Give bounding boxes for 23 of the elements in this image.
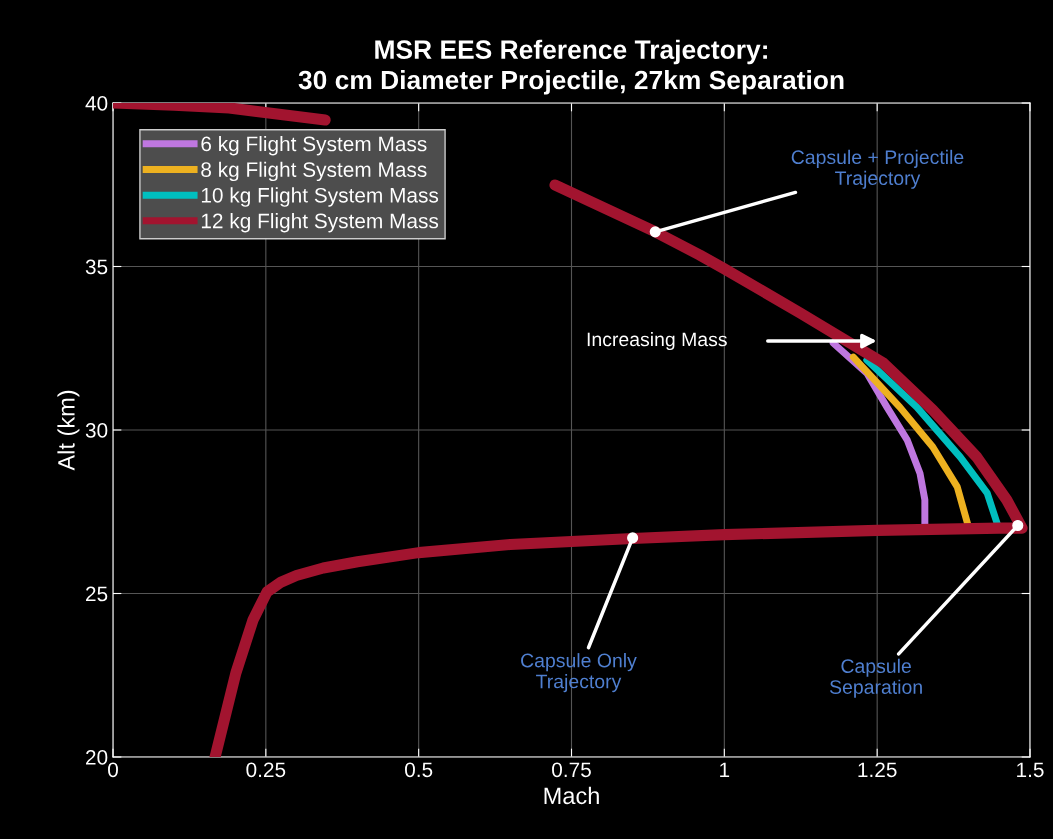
chart-title: MSR EES Reference Trajectory: 30 cm Diameter Projectile, 27km Separation — [298, 39, 844, 95]
legend-label: 6 kg Flight System Mass — [201, 136, 427, 156]
x-tick-label: 1.5 — [1017, 762, 1044, 778]
x-tick-label: 0.5 — [405, 762, 433, 778]
y-tick-label: 40 — [85, 96, 108, 111]
x-tick-label: 0 — [108, 762, 118, 778]
legend-label: 8 kg Flight System Mass — [201, 161, 427, 182]
x-axis-title: Mach — [544, 786, 599, 805]
x-tick-label: 0.75 — [552, 762, 591, 778]
y-tick-label: 30 — [85, 423, 108, 438]
annotation: Increasing Mass — [587, 331, 727, 351]
x-tick-label: 0.25 — [246, 762, 286, 778]
annotation: Capsule + Projectile Trajectory — [791, 149, 964, 189]
y-tick-label: 25 — [86, 586, 108, 602]
annotation: Capsule Only Trajectory — [521, 653, 637, 693]
y-axis-title: Alt (km) — [57, 390, 80, 471]
annotation: Capsule Separation — [829, 658, 922, 698]
y-tick-label: 35 — [85, 259, 108, 275]
legend-label: 12 kg Flight System Mass — [201, 213, 439, 233]
legend-label: 10 kg Flight System Mass — [201, 187, 439, 207]
y-tick-label: 20 — [86, 750, 108, 765]
x-tick-label: 1 — [720, 762, 730, 777]
x-tick-label: 1.25 — [858, 762, 897, 778]
